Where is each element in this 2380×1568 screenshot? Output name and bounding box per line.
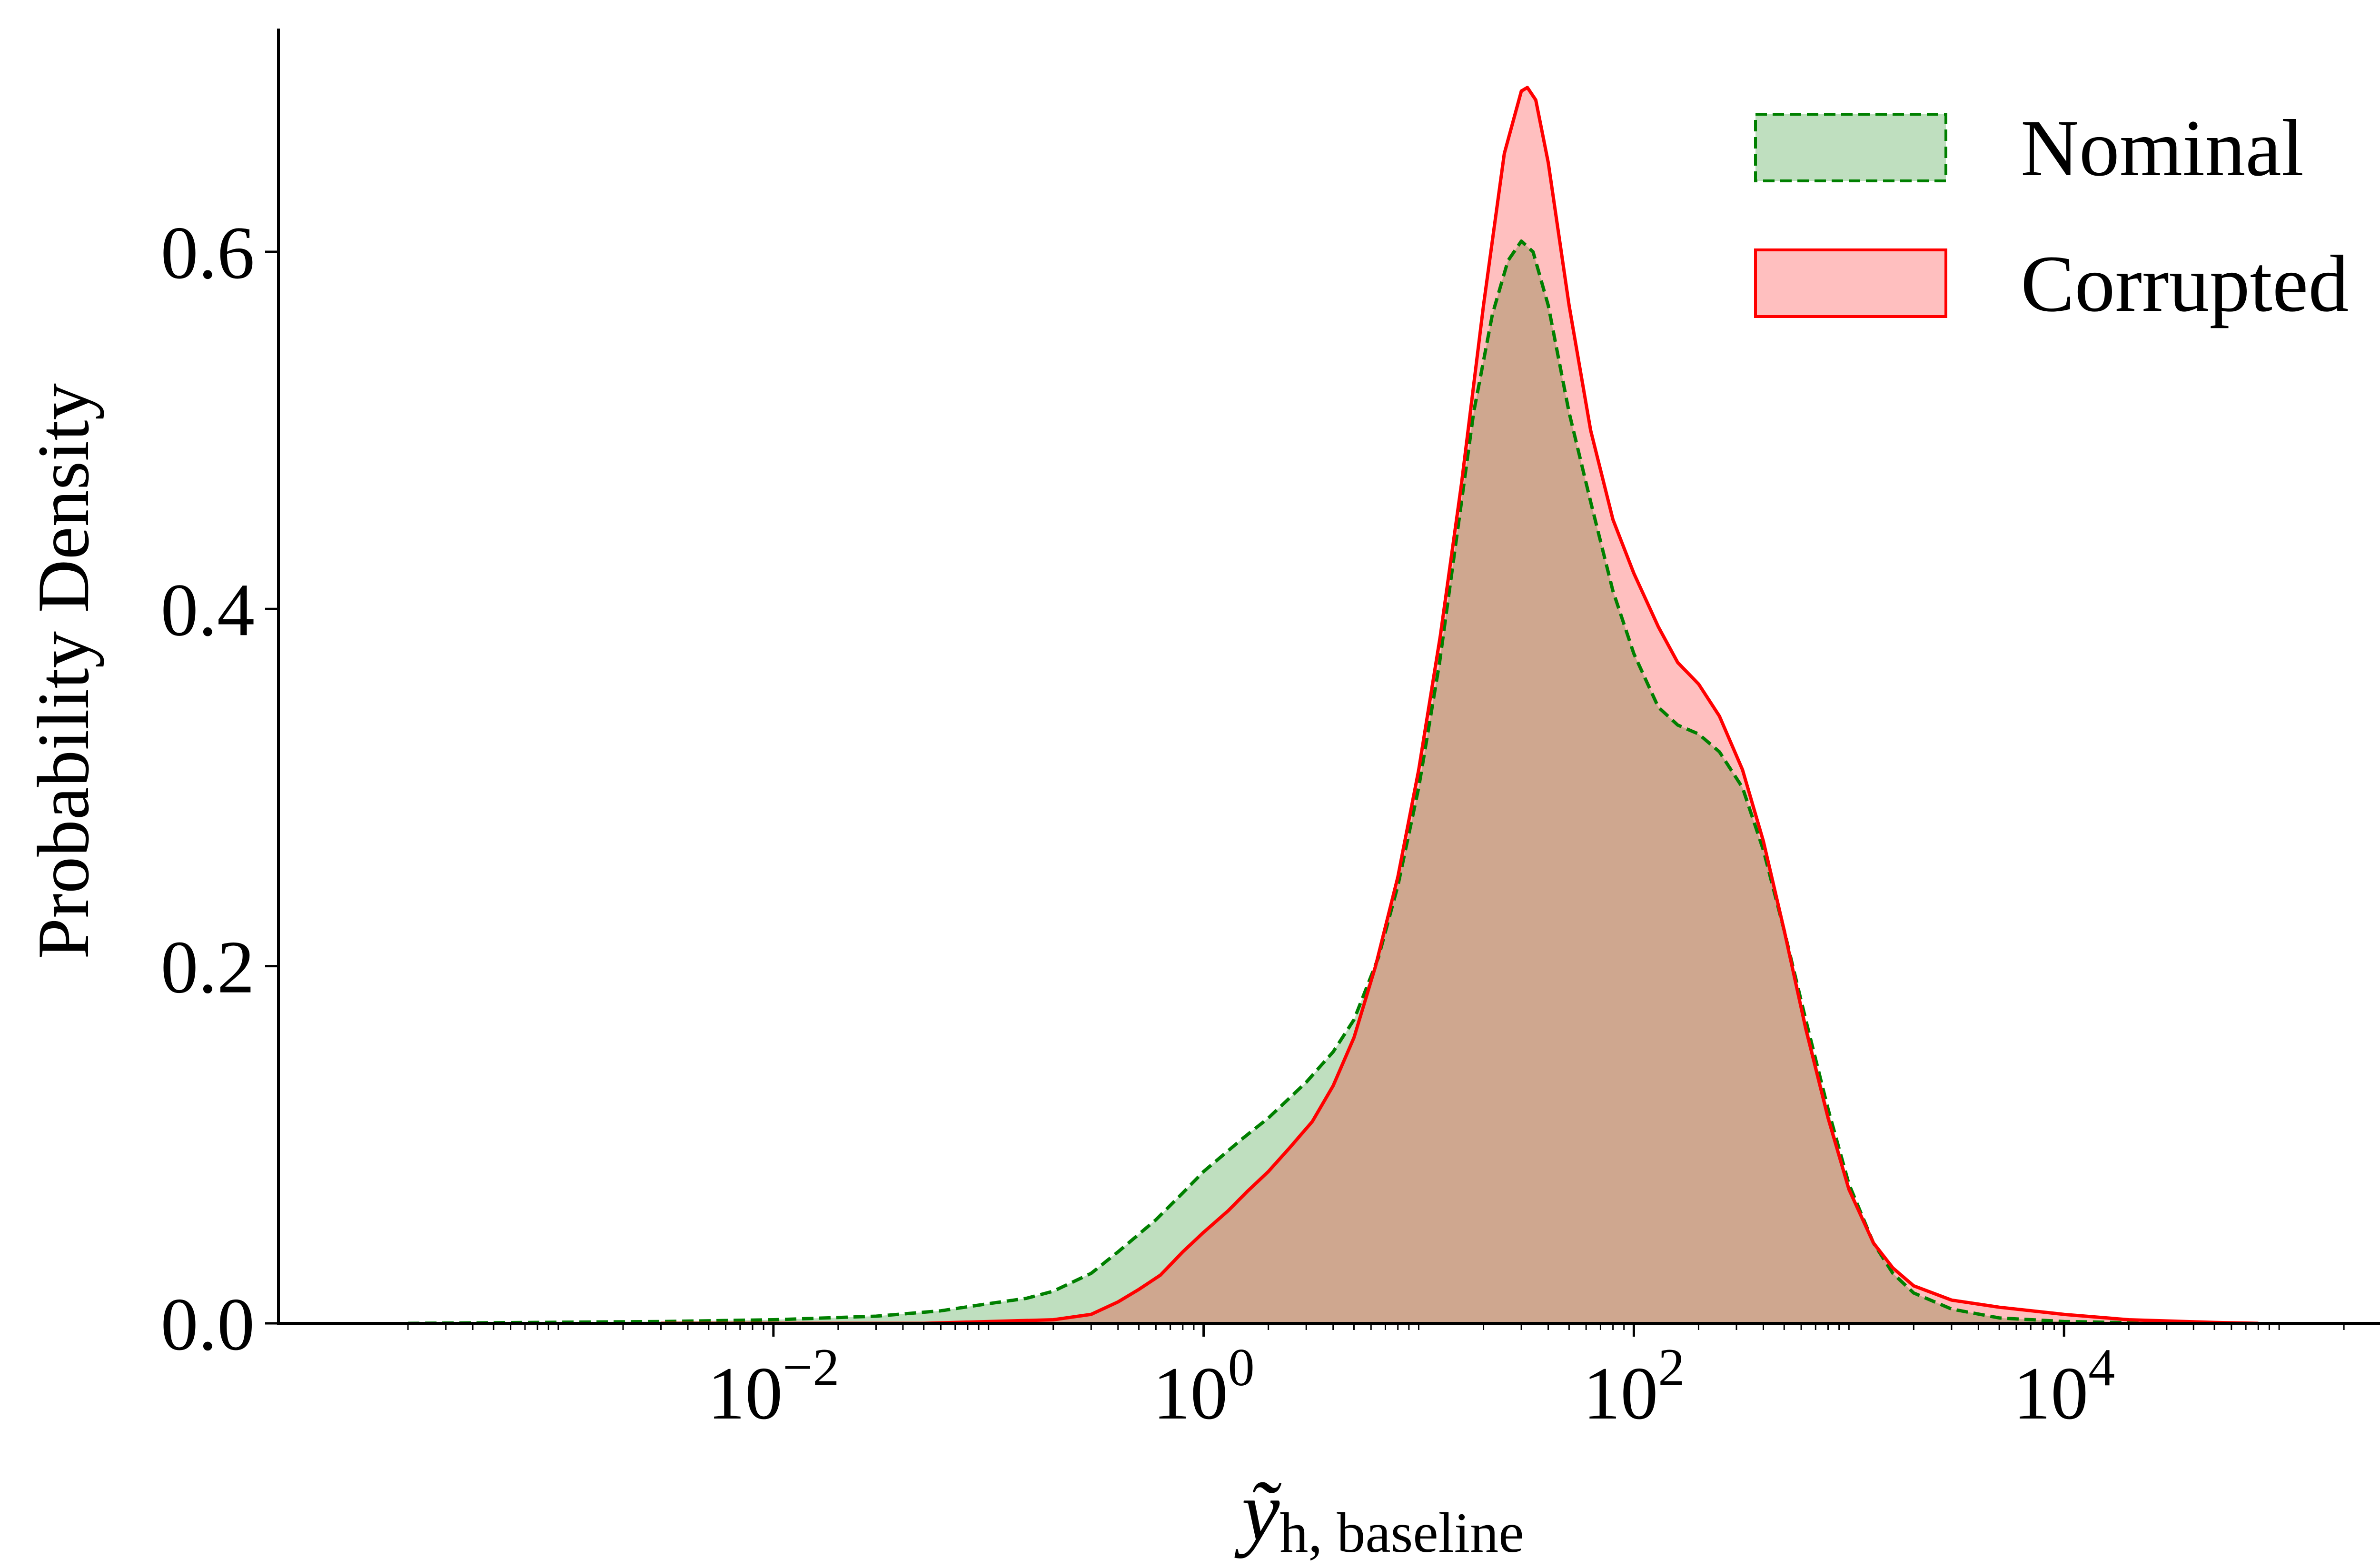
legend-label-corrupted: Corrupted xyxy=(2021,239,2349,328)
density-lines xyxy=(408,86,2259,1325)
y-tick-label: 0.6 xyxy=(161,211,255,295)
legend-swatch-corrupted xyxy=(1754,248,1947,318)
legend: Nominal Corrupted xyxy=(1754,103,2349,328)
legend-label-nominal: Nominal xyxy=(2021,103,2304,193)
y-tick-label: 0.0 xyxy=(161,1283,255,1366)
nominal-density-area xyxy=(408,241,2167,1323)
x-axis-label: ỹh, baseline xyxy=(1234,1464,1524,1564)
y-tick-label: 0.4 xyxy=(161,568,255,652)
y-axis-label: Probability Density xyxy=(22,383,104,959)
corrupted-density-area xyxy=(661,87,2259,1323)
legend-swatch-nominal xyxy=(1754,113,1947,182)
tick-marks: 0.0 0.2 0.4 0.6 10−2 100 102 104 xyxy=(161,211,2345,1435)
x-axis-label-symbol: ỹ xyxy=(1234,1464,1281,1558)
x-tick-label: 104 xyxy=(2013,1338,2115,1435)
x-tick-label: 102 xyxy=(1583,1338,1685,1435)
x-tick-label: 100 xyxy=(1153,1338,1255,1435)
x-tick-label: 10−2 xyxy=(707,1338,839,1435)
corrupted-density-line xyxy=(661,86,2259,1325)
nominal-density-line xyxy=(408,239,2167,1325)
density-areas xyxy=(408,87,2259,1323)
x-axis-label-subscript: h, baseline xyxy=(1279,1501,1524,1564)
y-tick-label: 0.2 xyxy=(161,926,255,1009)
